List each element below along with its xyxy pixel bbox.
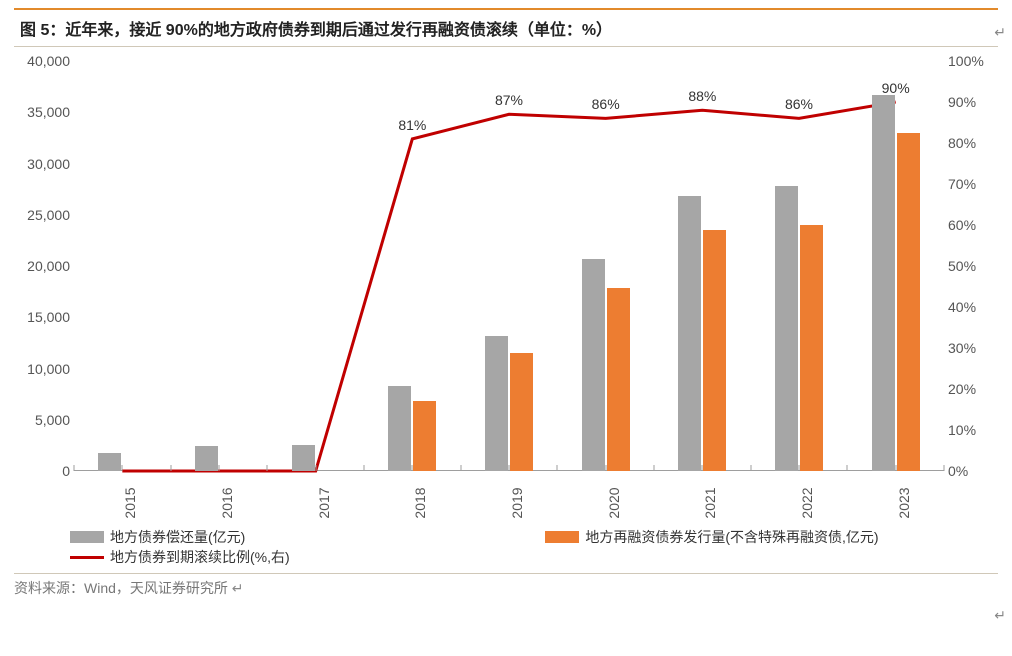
bar-series1: [582, 259, 605, 471]
x-axis-category-label: 2020: [606, 487, 622, 518]
x-tick: [122, 465, 123, 471]
y-left-tick-label: 15,000: [14, 309, 70, 325]
x-axis-category-label: 2022: [799, 487, 815, 518]
line-data-label: 81%: [398, 117, 426, 133]
y-left-tick-label: 20,000: [14, 258, 70, 274]
y-left-tick-label: 35,000: [14, 104, 70, 120]
x-tick: [702, 465, 703, 471]
y-right-tick-label: 90%: [948, 94, 998, 110]
x-tick: [364, 465, 365, 471]
footer-source: 资料来源：Wind，天风证券研究所 ↵: [14, 573, 998, 598]
y-right-tick-label: 70%: [948, 176, 998, 192]
x-tick: [944, 465, 945, 471]
legend: 地方债券偿还量(亿元) 地方再融资债券发行量(不含特殊再融资债,亿元) 地方债券…: [70, 527, 998, 567]
y-right-tick-label: 30%: [948, 340, 998, 356]
y-left-tick-label: 40,000: [14, 53, 70, 69]
y-left-tick-label: 25,000: [14, 207, 70, 223]
bar-series2: [800, 225, 823, 471]
legend-bar2-label: 地方再融资债券发行量(不含特殊再融资债,亿元): [585, 527, 878, 547]
line-data-label: 87%: [495, 92, 523, 108]
footer-source-text: 资料来源：Wind，天风证券研究所: [14, 580, 228, 596]
y-right-tick-label: 0%: [948, 463, 998, 479]
y-right-tick-label: 60%: [948, 217, 998, 233]
legend-bar1-label: 地方债券偿还量(亿元): [110, 527, 245, 547]
bar-series2: [413, 401, 436, 471]
legend-bar2: 地方再融资债券发行量(不含特殊再融资债,亿元): [545, 527, 878, 547]
x-axis-category-label: 2015: [122, 487, 138, 518]
y-left-tick-label: 30,000: [14, 156, 70, 172]
line-data-label: 88%: [688, 88, 716, 104]
x-tick: [460, 465, 461, 471]
bar-series2: [607, 288, 630, 471]
y-left-tick-label: 0: [14, 463, 70, 479]
x-tick: [557, 465, 558, 471]
legend-bar1: 地方债券偿还量(亿元): [70, 527, 245, 547]
legend-swatch-bar1: [70, 531, 104, 543]
return-glyph-icon: ↵: [232, 580, 244, 596]
y-left-tick-label: 5,000: [14, 412, 70, 428]
y-right-tick-label: 10%: [948, 422, 998, 438]
bar-series1: [872, 95, 895, 471]
x-axis-category-label: 2021: [702, 487, 718, 518]
x-axis-category-label: 2018: [412, 487, 428, 518]
x-tick: [509, 465, 510, 471]
y-left-tick-label: 10,000: [14, 361, 70, 377]
x-axis-category-label: 2017: [316, 487, 332, 518]
x-tick: [750, 465, 751, 471]
legend-line: 地方债券到期滚续比例(%,右): [70, 547, 290, 567]
chart-area: 0 5,000 10,000 15,000 20,000 25,000 30,000 35,0…: [14, 51, 998, 521]
y-right-tick-label: 100%: [948, 53, 998, 69]
bar-series1: [195, 446, 218, 471]
x-tick: [799, 465, 800, 471]
bar-series1: [388, 386, 411, 471]
x-axis-category-label: 2016: [219, 487, 235, 518]
bar-series2: [703, 230, 726, 471]
x-axis-category-label: 2019: [509, 487, 525, 518]
y-right-tick-label: 80%: [948, 135, 998, 151]
x-tick: [654, 465, 655, 471]
bar-series1: [485, 336, 508, 471]
x-tick: [895, 465, 896, 471]
y-right-tick-label: 40%: [948, 299, 998, 315]
legend-swatch-bar2: [545, 531, 579, 543]
line-data-label: 86%: [785, 96, 813, 112]
x-tick: [605, 465, 606, 471]
x-tick: [267, 465, 268, 471]
x-tick: [847, 465, 848, 471]
x-tick: [412, 465, 413, 471]
x-tick: [219, 465, 220, 471]
legend-line-label: 地方债券到期滚续比例(%,右): [110, 547, 290, 567]
return-glyph-icon: ↵: [994, 607, 1006, 624]
line-data-label: 90%: [882, 80, 910, 96]
bar-series1: [678, 196, 701, 471]
bar-series1: [98, 453, 121, 471]
x-tick: [74, 465, 75, 471]
x-axis-category-label: 2023: [896, 487, 912, 518]
legend-swatch-line: [70, 556, 104, 559]
plot-region: 05,00010,00015,00020,00025,00030,00035,0…: [74, 61, 944, 471]
y-right-tick-label: 50%: [948, 258, 998, 274]
y-right-tick-label: 20%: [948, 381, 998, 397]
bar-series2: [510, 353, 533, 471]
bar-series1: [292, 445, 315, 471]
chart-title: 图 5：近年来，接近 90%的地方政府债券到期后通过发行再融资债滚续（单位：%）: [20, 22, 612, 39]
x-tick: [315, 465, 316, 471]
bar-series2: [897, 133, 920, 471]
bar-series1: [775, 186, 798, 471]
line-data-label: 86%: [592, 96, 620, 112]
x-tick: [170, 465, 171, 471]
chart-title-bar: 图 5：近年来，接近 90%的地方政府债券到期后通过发行再融资债滚续（单位：%）: [14, 8, 998, 47]
return-glyph-icon: ↵: [994, 24, 1006, 41]
